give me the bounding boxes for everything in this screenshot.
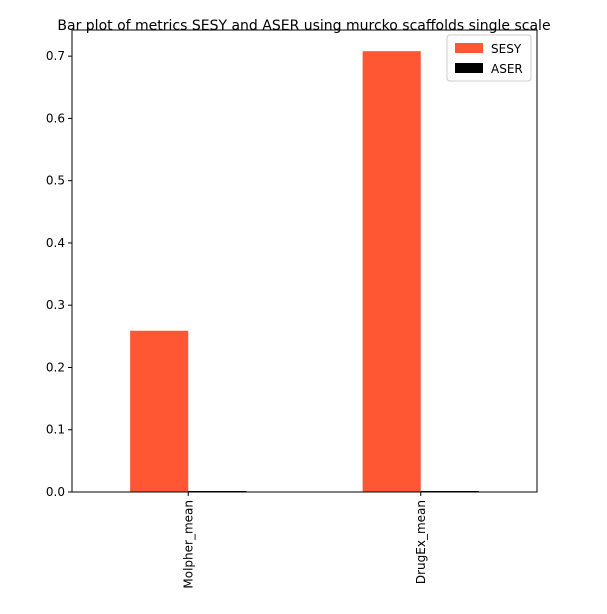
legend-label-sesy: SESY	[491, 42, 522, 56]
y-tick-label: 0.2	[46, 360, 65, 374]
y-tick-label: 0.6	[46, 111, 65, 125]
y-tick-label: 0.1	[46, 423, 65, 437]
y-tick-label: 0.5	[46, 174, 65, 188]
y-tick-label: 0.0	[46, 485, 65, 499]
y-tick-label: 0.3	[46, 298, 65, 312]
chart-title: Bar plot of metrics SESY and ASER using …	[57, 18, 550, 34]
legend-swatch-aser	[455, 63, 483, 73]
legend-label-aser: ASER	[491, 62, 523, 76]
x-tick-label: Molpher_mean	[181, 500, 195, 589]
bar-sesy-molpher-mean	[130, 330, 189, 492]
plot-frame	[71, 29, 538, 493]
y-tick-label: 0.7	[46, 49, 65, 63]
y-axis: 0.0 0.1 0.2 0.3 0.4 0.5 0.6 0.7	[46, 49, 72, 499]
legend: SESY ASER	[446, 34, 532, 82]
x-axis: Molpher_mean DrugEx_mean	[181, 492, 428, 589]
bars-layer	[130, 51, 479, 493]
x-tick-label: DrugEx_mean	[414, 500, 428, 584]
y-tick-label: 0.4	[46, 236, 65, 250]
legend-swatch-sesy	[455, 43, 483, 53]
bar-sesy-drugex-mean	[362, 51, 421, 493]
